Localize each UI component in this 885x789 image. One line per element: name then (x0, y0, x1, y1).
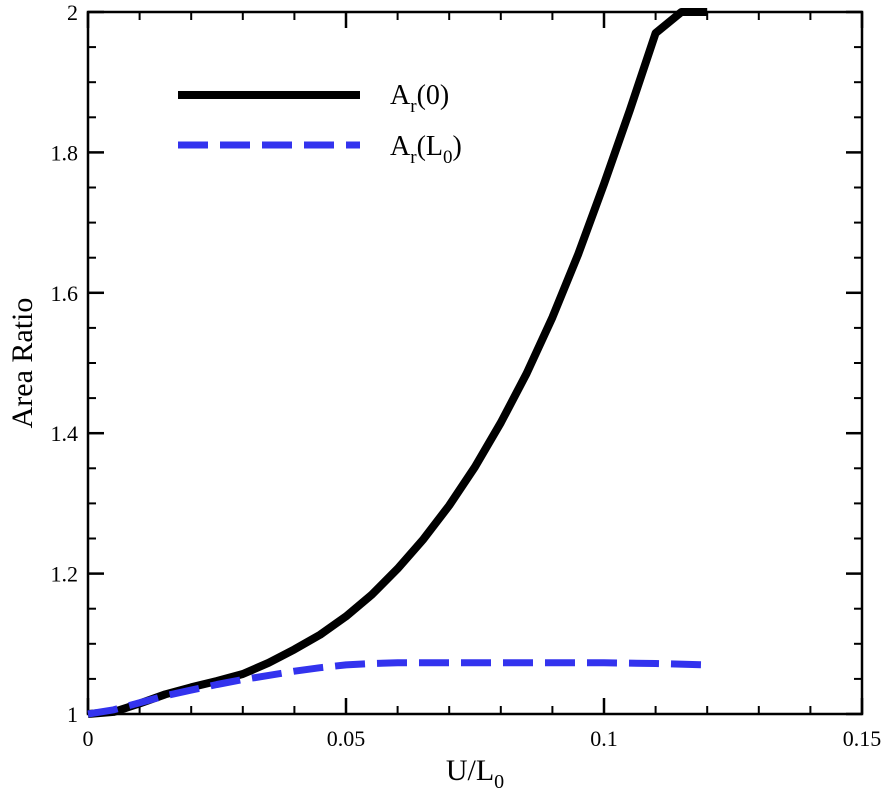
plot-area: 0 0.05 0.1 0.15 1 1.2 1.4 1.6 1.8 2 (51, 0, 882, 751)
x-tick-label: 0.15 (843, 726, 882, 751)
x-axis-label-subscript: 0 (494, 771, 504, 789)
legend-ar-0-base: A (390, 80, 411, 111)
x-axis-label-base: U/L (446, 754, 494, 787)
plot-frame (86, 10, 864, 716)
legend-label-ar-0: Ar(0) (390, 80, 449, 117)
axis-ticks (86, 10, 864, 716)
legend-ar-l0-base: A (390, 131, 411, 162)
series-line-ar-l0 (87, 659, 708, 718)
x-tick-label: 0 (83, 726, 94, 751)
y-tick-label: 1 (67, 702, 78, 727)
legend-ar-l0-suffix-2: ) (453, 131, 462, 162)
y-tick-label: 1.4 (51, 421, 79, 446)
series-layer (87, 8, 708, 718)
y-axis-label: Area Ratio (6, 298, 39, 429)
legend-ar-0-suffix: (0) (417, 80, 450, 111)
legend-ar-l0-subscript-2: 0 (443, 147, 453, 168)
legend: Ar(0) Ar(L0) (178, 80, 462, 168)
legend-ar-l0-subscript: r (410, 147, 417, 168)
y-tick-label: 1.6 (51, 281, 79, 306)
legend-label-ar-l0: Ar(L0) (390, 131, 462, 168)
y-tick-label: 1.2 (51, 562, 79, 587)
x-tick-label: 0.05 (327, 726, 366, 751)
x-axis-label: U/L0 (446, 754, 504, 789)
axis-tick-labels: 0 0.05 0.1 0.15 1 1.2 1.4 1.6 1.8 2 (51, 0, 882, 751)
legend-ar-0-subscript: r (410, 96, 417, 117)
x-tick-label: 0.1 (590, 726, 618, 751)
y-tick-label: 1.8 (51, 140, 79, 165)
y-tick-label: 2 (67, 0, 78, 25)
series-line-ar-0 (87, 8, 708, 718)
legend-ar-l0-suffix: (L (417, 131, 443, 162)
